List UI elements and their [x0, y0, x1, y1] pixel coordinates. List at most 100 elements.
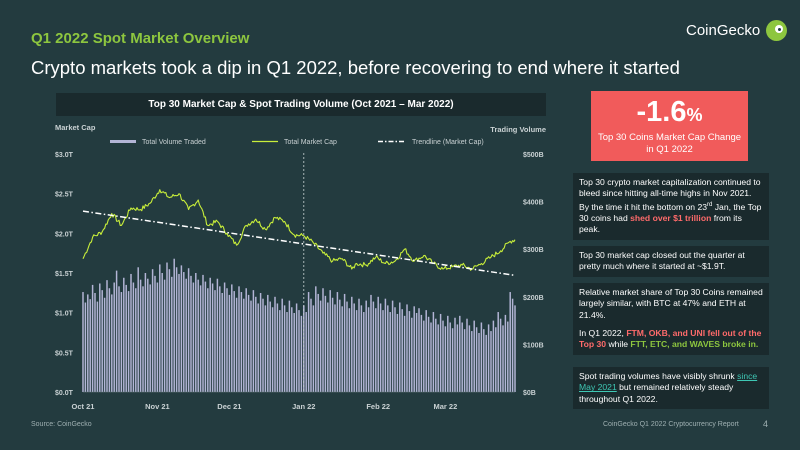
volume-bar: [439, 313, 442, 392]
right-tick-label: $200B: [523, 295, 544, 302]
volume-bar: [384, 298, 387, 392]
volume-bar: [267, 294, 269, 392]
volume-bar: [103, 297, 106, 392]
volume-bar: [127, 291, 130, 392]
volume-bar: [240, 292, 243, 392]
volume-bar: [490, 331, 492, 392]
volume-bar: [235, 297, 238, 392]
volume-bar: [334, 304, 336, 392]
volume-bar: [180, 265, 183, 392]
volume-bar: [147, 278, 149, 392]
volume-bar: [358, 298, 360, 392]
volume-bar: [166, 262, 168, 392]
right-axis-label: Trading Volume: [490, 125, 546, 134]
volume-bar: [204, 281, 207, 392]
volume-bar: [118, 286, 120, 392]
volume-bar: [451, 328, 454, 392]
volume-bar: [209, 277, 211, 392]
volume-bar: [151, 269, 154, 392]
volume-bar: [415, 312, 418, 392]
volume-bar: [183, 272, 185, 392]
right-tick-label: $400B: [523, 200, 544, 207]
volume-bar: [322, 288, 324, 392]
volume-bar: [487, 324, 490, 392]
stat-label: Top 30 Coins Market Cap Change in Q1 202…: [597, 132, 742, 155]
volume-bar: [312, 305, 315, 392]
volume-bar: [274, 296, 276, 392]
x-tick-label: Feb 22: [366, 402, 390, 411]
volume-bar: [142, 286, 144, 392]
since-may-link[interactable]: since May 2021: [579, 371, 758, 393]
volume-bar: [391, 300, 394, 392]
note-3: Relative market share of Top 30 Coins re…: [573, 283, 769, 326]
volume-bar: [355, 310, 358, 392]
volume-bar: [339, 299, 341, 392]
volume-bar: [427, 316, 430, 392]
volume-bar: [485, 334, 487, 392]
footer-source: Source: CoinGecko: [31, 421, 92, 428]
chart-title: Top 30 Market Cap & Spot Trading Volume …: [56, 93, 546, 116]
volume-bar: [125, 284, 127, 392]
volume-bar: [96, 301, 99, 392]
volume-bar: [293, 312, 295, 392]
volume-bar: [120, 292, 123, 392]
volume-bar: [507, 321, 509, 392]
stat-value: -1.6%: [636, 96, 703, 128]
volume-bar: [348, 308, 351, 392]
legend-volume-swatch: [110, 140, 136, 143]
volume-bar: [192, 282, 195, 392]
x-tick-label: Oct 21: [72, 402, 95, 411]
volume-bar: [418, 308, 420, 392]
volume-bar: [478, 332, 480, 392]
right-tick-label: $300B: [523, 247, 544, 254]
right-tick-label: $100B: [523, 342, 544, 349]
volume-bar: [99, 283, 101, 392]
volume-bar: [207, 288, 209, 392]
volume-bar: [473, 320, 475, 392]
volume-bar: [108, 288, 111, 392]
brand-name: CoinGecko: [686, 22, 761, 39]
volume-bar: [245, 288, 247, 392]
volume-bar: [87, 294, 89, 392]
volume-bar: [144, 273, 147, 392]
volume-bar: [406, 304, 408, 392]
volume-bar: [360, 305, 363, 392]
volume-bar: [502, 325, 504, 392]
volume-bar: [403, 315, 406, 392]
note-1: Top 30 crypto market capitalization cont…: [573, 173, 769, 240]
volume-bar: [387, 305, 389, 392]
volume-bar: [190, 275, 192, 392]
left-tick-label: $3.0T: [55, 152, 74, 159]
volume-bar: [223, 282, 226, 392]
chart: Market Cap Trading Volume Total Volume Tra…: [55, 123, 546, 411]
volume-bar: [327, 302, 329, 392]
volume-bar: [363, 312, 365, 392]
volume-bar: [163, 279, 166, 392]
volume-bar: [295, 303, 298, 392]
volume-bar: [435, 318, 437, 392]
volume-bar: [305, 312, 307, 392]
brand[interactable]: CoinGecko: [686, 20, 788, 41]
volume-bar: [468, 325, 471, 392]
legend-volume-label: Total Volume Traded: [142, 139, 206, 146]
volume-bar: [394, 307, 396, 392]
volume-bar: [84, 302, 87, 392]
volume-bar: [252, 290, 255, 392]
volume-bar: [300, 315, 303, 392]
volume-bar: [310, 298, 312, 392]
volume-bar: [379, 303, 382, 392]
volume-bar: [197, 279, 199, 392]
volume-bar: [461, 322, 463, 392]
volume-bar: [319, 300, 322, 392]
stat-box: -1.6% Top 30 Coins Market Cap Change in …: [591, 91, 748, 161]
volume-bar: [495, 327, 497, 392]
volume-bar: [466, 318, 468, 392]
volume-bar: [115, 270, 118, 392]
page-number: 4: [763, 419, 769, 429]
x-tick-label: Nov 21: [145, 402, 170, 411]
volume-bar: [447, 315, 449, 392]
volume-bar: [492, 320, 495, 392]
right-tick-label: $500B: [523, 152, 544, 159]
volume-bar: [123, 277, 125, 392]
volume-bar: [509, 292, 511, 392]
